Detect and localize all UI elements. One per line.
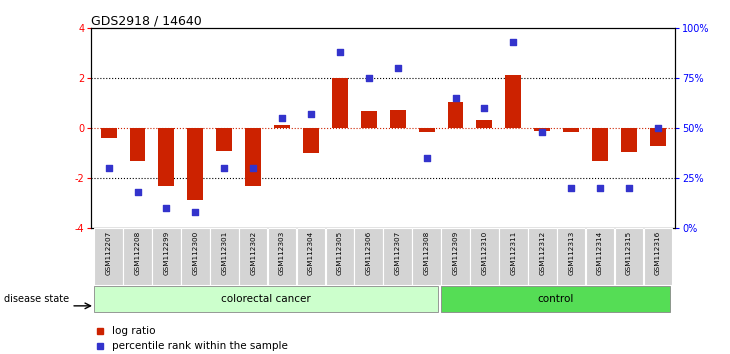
Bar — [592, 129, 608, 161]
Bar — [534, 129, 550, 131]
Bar — [505, 75, 521, 129]
Point — [594, 185, 606, 191]
Point — [161, 205, 172, 211]
Bar — [129, 129, 145, 161]
Bar — [239, 228, 267, 285]
Bar — [181, 228, 210, 285]
Bar — [557, 228, 585, 285]
Point — [103, 166, 115, 171]
Bar — [123, 228, 152, 285]
Bar — [101, 129, 117, 138]
Point — [392, 65, 404, 71]
Bar — [94, 228, 123, 285]
Point — [218, 166, 230, 171]
Bar — [296, 228, 326, 285]
Point — [479, 105, 491, 111]
Point — [420, 155, 432, 161]
Bar — [303, 129, 319, 153]
Bar — [564, 129, 579, 132]
Text: GSM112310: GSM112310 — [482, 230, 488, 275]
Bar — [447, 102, 464, 129]
Text: GSM112303: GSM112303 — [279, 230, 285, 275]
Bar — [470, 228, 499, 285]
Point — [247, 166, 259, 171]
Bar — [477, 120, 493, 129]
Bar — [621, 129, 637, 152]
Text: GDS2918 / 14640: GDS2918 / 14640 — [91, 14, 202, 27]
Text: GSM112315: GSM112315 — [626, 230, 632, 275]
Text: GSM112314: GSM112314 — [597, 230, 603, 275]
Text: GSM112301: GSM112301 — [221, 230, 227, 275]
Point — [537, 130, 548, 135]
Text: GSM112309: GSM112309 — [453, 230, 458, 275]
Point — [623, 185, 635, 191]
Bar — [152, 228, 181, 285]
Point — [305, 112, 317, 117]
Text: GSM112304: GSM112304 — [308, 230, 314, 275]
Bar — [650, 129, 666, 146]
Text: GSM112313: GSM112313 — [568, 230, 575, 275]
Text: GSM112312: GSM112312 — [539, 230, 545, 275]
Text: log ratio: log ratio — [112, 326, 155, 336]
Point — [131, 189, 143, 195]
Bar — [528, 228, 556, 285]
Text: GSM112308: GSM112308 — [423, 230, 430, 275]
Bar — [615, 228, 643, 285]
Bar — [326, 228, 354, 285]
Text: GSM112305: GSM112305 — [337, 230, 343, 275]
Bar — [441, 286, 670, 312]
Text: GSM112299: GSM112299 — [164, 230, 169, 275]
Bar — [332, 78, 347, 129]
Point — [276, 115, 288, 121]
Bar — [644, 228, 672, 285]
Bar — [441, 228, 470, 285]
Text: GSM112207: GSM112207 — [106, 230, 112, 275]
Bar — [419, 129, 434, 132]
Text: disease state: disease state — [4, 294, 69, 304]
Bar — [158, 129, 174, 186]
Bar — [210, 228, 239, 285]
Point — [450, 96, 461, 101]
Text: colorectal cancer: colorectal cancer — [221, 294, 311, 304]
Text: control: control — [537, 294, 574, 304]
Bar — [268, 228, 296, 285]
Text: GSM112316: GSM112316 — [655, 230, 661, 275]
Bar — [390, 110, 406, 129]
Text: GSM112300: GSM112300 — [192, 230, 199, 275]
Point — [652, 126, 664, 131]
Bar — [94, 286, 438, 312]
Bar — [188, 129, 203, 200]
Text: GSM112311: GSM112311 — [510, 230, 516, 275]
Point — [565, 185, 577, 191]
Text: percentile rank within the sample: percentile rank within the sample — [112, 341, 288, 351]
Bar — [355, 228, 383, 285]
Text: GSM112307: GSM112307 — [395, 230, 401, 275]
Point — [363, 75, 374, 81]
Bar — [216, 129, 232, 151]
Point — [334, 50, 346, 55]
Point — [507, 40, 519, 45]
Bar — [585, 228, 615, 285]
Bar — [412, 228, 441, 285]
Text: GSM112302: GSM112302 — [250, 230, 256, 275]
Bar — [499, 228, 528, 285]
Bar — [361, 111, 377, 129]
Bar — [274, 125, 290, 129]
Bar — [383, 228, 412, 285]
Point — [190, 210, 201, 215]
Text: GSM112306: GSM112306 — [366, 230, 372, 275]
Text: GSM112208: GSM112208 — [134, 230, 140, 275]
Bar — [245, 129, 261, 186]
